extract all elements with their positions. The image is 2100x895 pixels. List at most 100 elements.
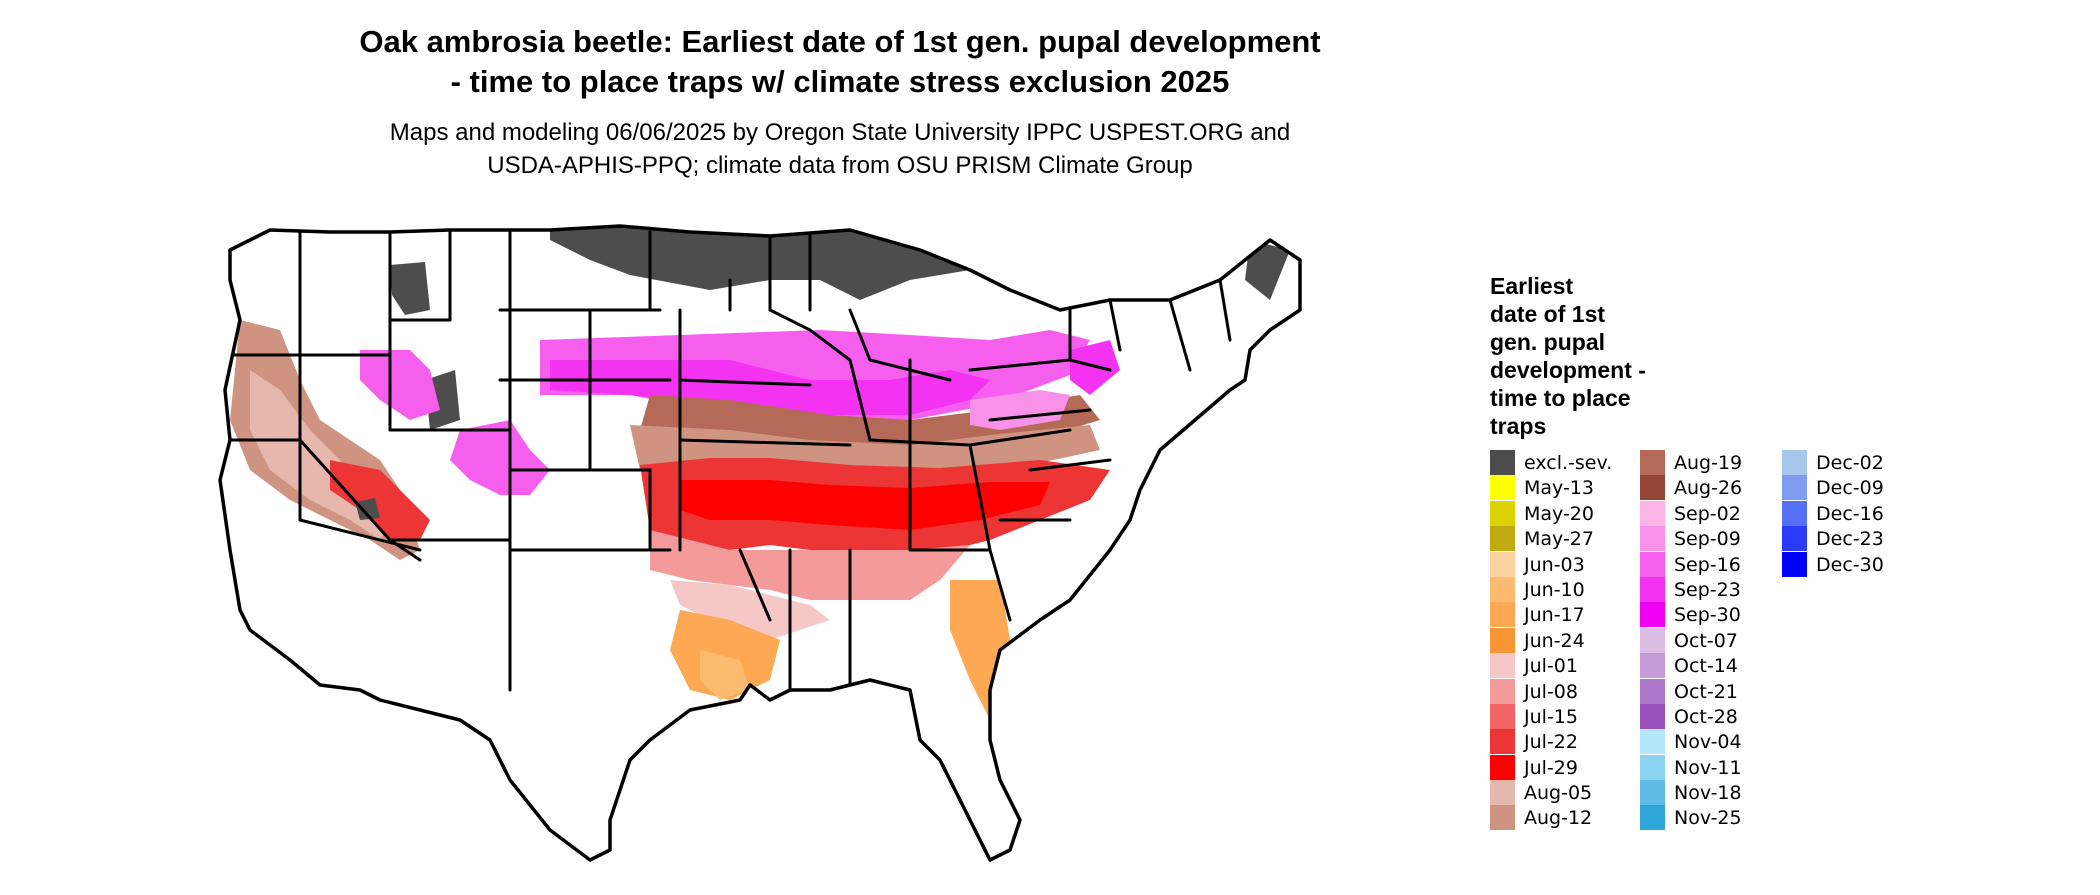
legend-title-line: time to place <box>1490 385 1631 411</box>
state-boundary <box>508 468 652 552</box>
legend-swatch <box>1640 729 1665 755</box>
state-boundary <box>1218 278 1232 342</box>
state-boundaries <box>228 230 1232 692</box>
legend-swatch <box>1640 551 1665 577</box>
legend-label: Aug-05 <box>1524 782 1593 805</box>
state-boundary <box>738 548 772 622</box>
state-boundary <box>678 438 852 447</box>
legend-label: excl.-sev. <box>1524 452 1613 474</box>
legend-swatch <box>1490 602 1515 628</box>
legend-label: May-27 <box>1524 528 1594 551</box>
legend-swatch <box>1640 500 1665 526</box>
map-zone <box>355 498 380 520</box>
legend-label: Dec-23 <box>1816 528 1884 551</box>
legend-title-line: Earliest <box>1490 273 1574 299</box>
state-boundary <box>298 518 422 552</box>
legend: Earliest date of 1st gen. pupal developm… <box>1490 272 2090 872</box>
legend-swatch <box>1640 576 1665 602</box>
legend-swatch <box>1490 627 1515 653</box>
legend-label: Oct-07 <box>1674 629 1738 652</box>
legend-label: Dec-30 <box>1816 553 1884 576</box>
map-zone <box>1245 240 1290 300</box>
legend-swatch <box>1640 754 1665 780</box>
legend-swatch <box>1640 653 1665 679</box>
legend-swatch <box>1490 805 1515 831</box>
legend-swatch <box>1490 754 1515 780</box>
legend-title-line: date of 1st <box>1490 301 1606 327</box>
legend-label: Dec-16 <box>1816 502 1884 525</box>
legend-label: Dec-02 <box>1816 452 1884 474</box>
state-boundary <box>1108 298 1122 352</box>
legend-label: Nov-25 <box>1674 807 1742 830</box>
legend-swatch <box>1640 805 1665 831</box>
map-subtitle-line-1: Maps and modeling 06/06/2025 by Oregon S… <box>389 119 1291 146</box>
legend-label: May-13 <box>1524 477 1594 500</box>
legend-swatch <box>1490 729 1515 755</box>
legend-label: Jul-08 <box>1524 680 1578 703</box>
legend-swatch <box>1782 450 1807 475</box>
legend-label: May-20 <box>1524 502 1594 525</box>
legend-title-line: development - <box>1490 357 1646 383</box>
map-subtitle-line-2: USDA-APHIS-PPQ; climate data from OSU PR… <box>487 152 1193 179</box>
legend-label: Oct-14 <box>1674 655 1738 678</box>
legend-label: Jun-17 <box>1524 604 1585 627</box>
country-outline <box>218 224 1302 862</box>
map-title-line-1: Oak ambrosia beetle: Earliest date of 1s… <box>359 24 1321 59</box>
legend-title-line: gen. pupal <box>1490 329 1605 355</box>
legend-label: Nov-18 <box>1674 782 1742 805</box>
legend-swatch <box>1490 500 1515 526</box>
state-boundary <box>768 308 872 442</box>
legend-swatch <box>1782 526 1807 552</box>
legend-swatch <box>1640 780 1665 806</box>
map-zone <box>680 480 1050 530</box>
legend-swatch <box>1640 475 1665 501</box>
legend-label: Sep-23 <box>1674 578 1741 601</box>
map-zone <box>450 420 550 495</box>
map-title-line-2: - time to place traps w/ climate stress … <box>450 64 1230 99</box>
legend-label: Jun-10 <box>1524 578 1585 601</box>
legend-swatch <box>1490 450 1515 475</box>
subtitle-group: Maps and modeling 06/06/2025 by Oregon S… <box>200 116 1480 182</box>
legend-label: Sep-02 <box>1674 502 1741 525</box>
legend-label: Jul-22 <box>1524 731 1578 754</box>
legend-label: Aug-19 <box>1674 452 1743 474</box>
legend-label: Nov-04 <box>1674 731 1742 754</box>
legend-swatch <box>1640 526 1665 552</box>
map-zone <box>550 360 990 415</box>
state-boundary <box>1028 458 1112 472</box>
map-zone <box>670 610 780 700</box>
map-area <box>210 220 1480 895</box>
map-zone <box>390 262 430 315</box>
title-block: Oak ambrosia beetle: Earliest date of 1s… <box>200 22 1480 182</box>
legend-swatch <box>1782 551 1807 577</box>
legend-swatch <box>1782 475 1807 501</box>
legend-label: Dec-09 <box>1816 477 1884 500</box>
map-zone <box>700 650 750 700</box>
state-boundary <box>1168 298 1192 372</box>
state-boundary <box>848 308 952 382</box>
map-zone <box>550 226 770 290</box>
map-zone <box>360 350 440 420</box>
legend-label: Sep-16 <box>1674 553 1741 576</box>
legend-label: Aug-12 <box>1524 807 1593 830</box>
legend-swatch <box>1640 678 1665 704</box>
legend-swatch <box>1490 780 1515 806</box>
state-boundary <box>228 438 422 562</box>
legend-swatch <box>1490 526 1515 552</box>
legend-swatch <box>1490 653 1515 679</box>
legend-swatch <box>1490 678 1515 704</box>
map-zone <box>650 530 970 600</box>
legend-swatch <box>1490 551 1515 577</box>
legend-swatch <box>1490 475 1515 501</box>
legend-label: Jul-15 <box>1524 705 1578 728</box>
legend-label: Jun-24 <box>1524 629 1585 652</box>
legend-swatch <box>1640 450 1665 475</box>
legend-swatch <box>1640 627 1665 653</box>
legend-title-line: traps <box>1490 413 1547 439</box>
legend-swatch <box>1490 576 1515 602</box>
legend-label: Aug-26 <box>1674 477 1743 500</box>
legend-swatch <box>1490 703 1515 729</box>
map-zone <box>330 460 430 540</box>
legend-label: Sep-09 <box>1674 528 1741 551</box>
legend-swatch <box>1640 602 1665 628</box>
